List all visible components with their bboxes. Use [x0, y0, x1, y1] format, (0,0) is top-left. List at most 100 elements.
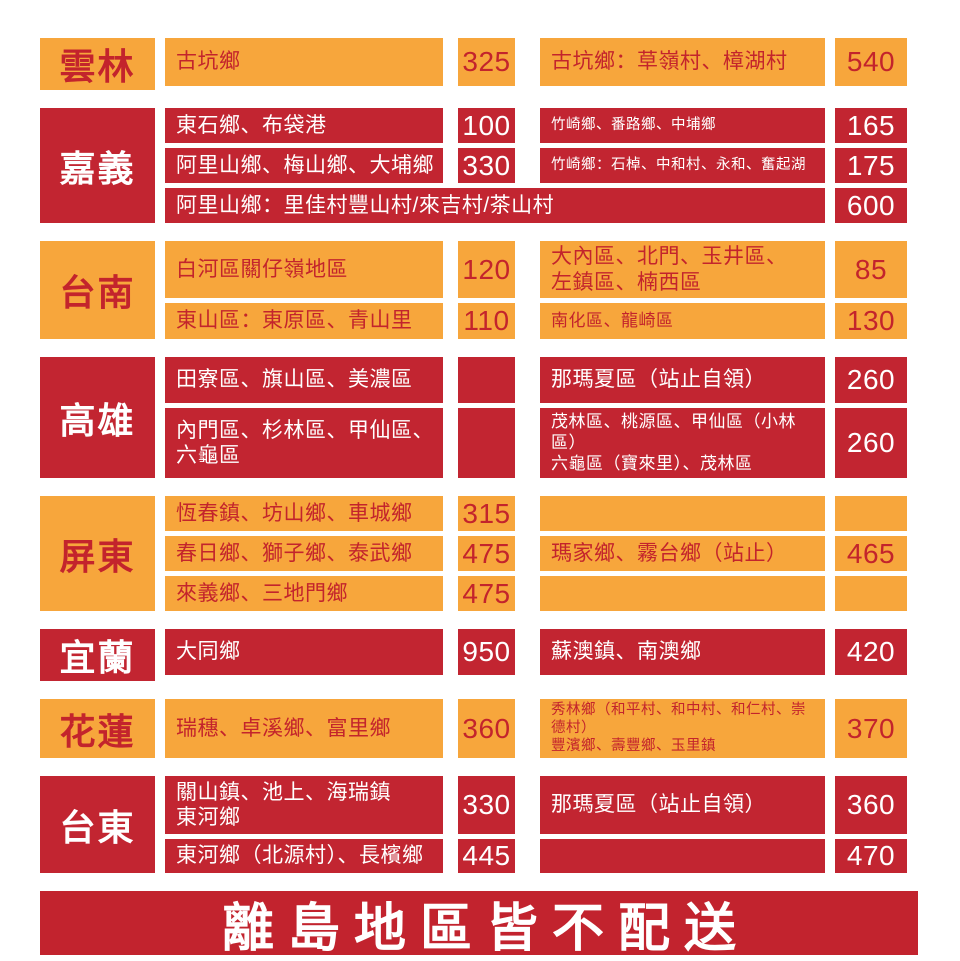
- price-cell: [458, 357, 515, 404]
- price-cell: 165: [835, 108, 907, 143]
- price-cell: [835, 576, 907, 612]
- region-label: 花蓮: [40, 699, 155, 759]
- area-cell: 秀林鄉（和平村、和中村、和仁村、崇德村） 豐濱鄉、壽豐鄉、玉里鎮: [540, 699, 825, 759]
- region-rows: 東石鄉、布袋港 100 竹崎鄉、番路鄉、中埔鄉 165 阿里山鄉、梅山鄉、大埔鄉 330 竹…: [165, 108, 907, 223]
- price-cell: 120: [458, 241, 515, 299]
- area-cell: 古坑鄉：草嶺村、樟湖村: [540, 38, 825, 86]
- area-cell: 茂林區、桃源區、甲仙區（小林區） 六龜區（寶來里）、茂林區: [540, 408, 825, 479]
- region-section: 嘉義 東石鄉、布袋港 100 竹崎鄉、番路鄉、中埔鄉 165 阿里山鄉、梅山鄉、大埔鄉 33…: [40, 108, 960, 223]
- region-section: 高雄 田寮區、旗山區、美濃區 那瑪夏區（站止自領） 260 內門區、杉林區、甲仙區、 六…: [40, 357, 960, 479]
- fee-row: 來義鄉、三地門鄉 475: [165, 576, 907, 612]
- area-cell: 那瑪夏區（站止自領）: [540, 776, 825, 835]
- price-cell: 370: [835, 699, 907, 759]
- area-cell: 竹崎鄉：石棹、中和村、永和、奮起湖: [540, 148, 825, 183]
- area-cell: [540, 496, 825, 532]
- area-cell: 恆春鎮、坊山鄉、車城鄉: [165, 496, 443, 532]
- area-cell: 東河鄉（北源村）、長檳鄉: [165, 839, 443, 874]
- fee-row: 春日鄉、獅子鄉、泰武鄉 475 瑪家鄉、霧台鄉（站止） 465: [165, 536, 907, 572]
- fee-row: 東河鄉（北源村）、長檳鄉 445 470: [165, 839, 907, 874]
- price-cell: 465: [835, 536, 907, 572]
- area-cell: 東山區：東原區、青山里: [165, 303, 443, 340]
- region-rows: 古坑鄉 325 古坑鄉：草嶺村、樟湖村 540: [165, 38, 907, 90]
- region-section: 雲林 古坑鄉 325 古坑鄉：草嶺村、樟湖村 540: [40, 38, 960, 90]
- area-cell: 大內區、北門、玉井區、 左鎮區、楠西區: [540, 241, 825, 299]
- region-label: 屏東: [40, 496, 155, 612]
- price-cell: 330: [458, 776, 515, 835]
- fee-row: 恆春鎮、坊山鄉、車城鄉 315: [165, 496, 907, 532]
- region-rows: 瑞穗、卓溪鄉、富里鄉 360 秀林鄉（和平村、和中村、和仁村、崇德村） 豐濱鄉、壽豐…: [165, 699, 907, 759]
- area-cell: 內門區、杉林區、甲仙區、 六龜區: [165, 408, 443, 479]
- area-cell: 那瑪夏區（站止自領）: [540, 357, 825, 404]
- price-cell: 110: [458, 303, 515, 340]
- price-cell: 475: [458, 576, 515, 612]
- region-rows: 恆春鎮、坊山鄉、車城鄉 315 春日鄉、獅子鄉、泰武鄉 475 瑪家鄉、霧台鄉（站止） 4…: [165, 496, 907, 612]
- price-cell: [835, 496, 907, 532]
- price-cell: 325: [458, 38, 515, 86]
- region-rows: 大同鄉 950 蘇澳鎮、南澳鄉 420: [165, 629, 907, 681]
- area-cell: 東石鄉、布袋港: [165, 108, 443, 143]
- fee-row: 白河區關仔嶺地區 120 大內區、北門、玉井區、 左鎮區、楠西區 85: [165, 241, 907, 299]
- fee-row: 阿里山鄉：里佳村豐山村/來吉村/茶山村 600: [165, 188, 907, 223]
- fee-row: 古坑鄉 325 古坑鄉：草嶺村、樟湖村 540: [165, 38, 907, 86]
- price-cell: 360: [835, 776, 907, 835]
- area-cell: 竹崎鄉、番路鄉、中埔鄉: [540, 108, 825, 143]
- area-cell: 阿里山鄉、梅山鄉、大埔鄉: [165, 148, 443, 183]
- area-cell: [540, 839, 825, 874]
- region-label: 高雄: [40, 357, 155, 479]
- price-cell: 950: [458, 629, 515, 676]
- price-cell: 600: [835, 188, 907, 223]
- region-rows: 田寮區、旗山區、美濃區 那瑪夏區（站止自領） 260 內門區、杉林區、甲仙區、 六龜區…: [165, 357, 907, 479]
- fee-table: 雲林 古坑鄉 325 古坑鄉：草嶺村、樟湖村 540 嘉義 東石鄉、布袋港 100 竹崎鄉、番路…: [40, 38, 960, 874]
- area-cell: 春日鄉、獅子鄉、泰武鄉: [165, 536, 443, 572]
- price-cell: 445: [458, 839, 515, 874]
- region-rows: 白河區關仔嶺地區 120 大內區、北門、玉井區、 左鎮區、楠西區 85 東山區：東原區、…: [165, 241, 907, 340]
- price-cell: 360: [458, 699, 515, 759]
- area-cell: 蘇澳鎮、南澳鄉: [540, 629, 825, 676]
- region-section: 宜蘭 大同鄉 950 蘇澳鎮、南澳鄉 420: [40, 629, 960, 682]
- fee-row: 阿里山鄉、梅山鄉、大埔鄉 330 竹崎鄉：石棹、中和村、永和、奮起湖 175: [165, 148, 907, 183]
- fee-row: 內門區、杉林區、甲仙區、 六龜區 茂林區、桃源區、甲仙區（小林區） 六龜區（寶來里…: [165, 408, 907, 479]
- region-section: 台南 白河區關仔嶺地區 120 大內區、北門、玉井區、 左鎮區、楠西區 85 東山區：東原…: [40, 241, 960, 340]
- region-label: 台南: [40, 241, 155, 340]
- region-rows: 關山鎮、池上、海瑞鎮 東河鄉 330 那瑪夏區（站止自領） 360 東河鄉（北源村）、長…: [165, 776, 907, 874]
- price-cell: 260: [835, 408, 907, 479]
- price-cell: 315: [458, 496, 515, 532]
- fee-row: 東山區：東原區、青山里 110 南化區、龍崎區 130: [165, 303, 907, 340]
- price-cell: 470: [835, 839, 907, 874]
- area-cell: 阿里山鄉：里佳村豐山村/來吉村/茶山村: [165, 188, 825, 223]
- area-cell: 白河區關仔嶺地區: [165, 241, 443, 299]
- region-label: 嘉義: [40, 108, 155, 223]
- fee-row: 瑞穗、卓溪鄉、富里鄉 360 秀林鄉（和平村、和中村、和仁村、崇德村） 豐濱鄉、壽豐…: [165, 699, 907, 759]
- price-cell: 420: [835, 629, 907, 676]
- area-cell: 古坑鄉: [165, 38, 443, 86]
- region-label: 台東: [40, 776, 155, 874]
- region-label: 宜蘭: [40, 629, 155, 682]
- price-cell: 260: [835, 357, 907, 404]
- area-cell: 瑪家鄉、霧台鄉（站止）: [540, 536, 825, 572]
- area-cell: 田寮區、旗山區、美濃區: [165, 357, 443, 404]
- area-cell: 來義鄉、三地門鄉: [165, 576, 443, 612]
- area-cell: 瑞穗、卓溪鄉、富里鄉: [165, 699, 443, 759]
- region-section: 屏東 恆春鎮、坊山鄉、車城鄉 315 春日鄉、獅子鄉、泰武鄉 475 瑪家鄉、霧台鄉（站止…: [40, 496, 960, 612]
- price-cell: 130: [835, 303, 907, 340]
- fee-row: 東石鄉、布袋港 100 竹崎鄉、番路鄉、中埔鄉 165: [165, 108, 907, 143]
- fee-row: 田寮區、旗山區、美濃區 那瑪夏區（站止自領） 260: [165, 357, 907, 404]
- price-cell: [458, 408, 515, 479]
- area-cell: 南化區、龍崎區: [540, 303, 825, 340]
- region-section: 花蓮 瑞穗、卓溪鄉、富里鄉 360 秀林鄉（和平村、和中村、和仁村、崇德村） 豐濱鄉、…: [40, 699, 960, 759]
- fee-row: 關山鎮、池上、海瑞鎮 東河鄉 330 那瑪夏區（站止自領） 360: [165, 776, 907, 835]
- price-cell: 475: [458, 536, 515, 572]
- price-cell: 85: [835, 241, 907, 299]
- outlying-islands-banner: 離島地區皆不配送: [40, 891, 918, 958]
- area-cell: 關山鎮、池上、海瑞鎮 東河鄉: [165, 776, 443, 835]
- price-cell: 330: [458, 148, 515, 183]
- region-section: 台東 關山鎮、池上、海瑞鎮 東河鄉 330 那瑪夏區（站止自領） 360 東河鄉（北源村）…: [40, 776, 960, 874]
- region-label: 雲林: [40, 38, 155, 90]
- area-cell: 大同鄉: [165, 629, 443, 676]
- price-cell: 175: [835, 148, 907, 183]
- area-cell: [540, 576, 825, 612]
- price-cell: 540: [835, 38, 907, 86]
- fee-row: 大同鄉 950 蘇澳鎮、南澳鄉 420: [165, 629, 907, 676]
- price-cell: 100: [458, 108, 515, 143]
